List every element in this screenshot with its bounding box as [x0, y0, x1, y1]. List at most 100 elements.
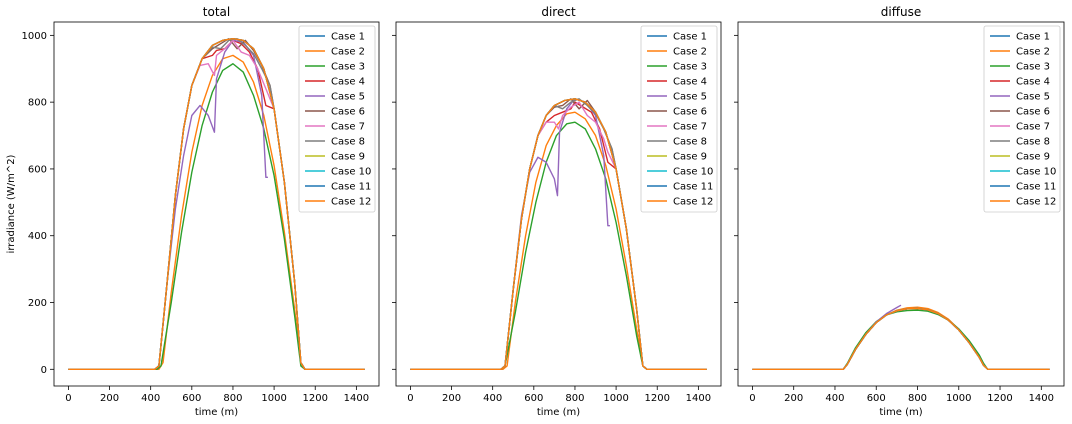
series-line-case-2 [410, 111, 707, 370]
series-line-case-1 [752, 307, 1050, 370]
legend-entry: Case 6 [673, 107, 707, 118]
x-tick-label: 1000 [603, 393, 628, 404]
y-tick-label: 800 [28, 98, 47, 109]
legend-entry: Case 12 [1016, 197, 1056, 208]
series-line-case-12 [68, 38, 365, 370]
y-tick-label: 1000 [22, 31, 47, 42]
series-line-case-9 [752, 307, 1050, 370]
panel-title: direct [541, 5, 576, 19]
axes-frame [395, 21, 722, 387]
x-axis-label: time (m) [879, 407, 922, 418]
legend-entry: Case 4 [331, 77, 365, 88]
series-line-case-2 [68, 54, 365, 370]
legend-entry: Case 5 [331, 92, 365, 103]
legend-entry: Case 7 [673, 122, 707, 133]
legend: Case 1 Case 2 Case 3 Case 4 Case 5 Case 6 Case… [640, 25, 718, 213]
x-tick-label: 800 [223, 393, 242, 404]
x-tick-label: 0 [749, 393, 755, 404]
x-axis-label: time (m) [195, 407, 238, 418]
series-line-case-5 [410, 98, 610, 370]
x-tick-label: 200 [442, 393, 461, 404]
legend-entry: Case 3 [673, 62, 707, 73]
legend-entry: Case 4 [673, 77, 707, 88]
legend-entry: Case 4 [1016, 77, 1050, 88]
x-tick-label: 600 [182, 393, 201, 404]
x-tick-label: 400 [483, 393, 502, 404]
legend-entry: Case 10 [1016, 167, 1056, 178]
x-tick-label: 1400 [1029, 393, 1054, 404]
legend-entry: Case 9 [331, 152, 365, 163]
series-line-case-5 [752, 304, 902, 370]
panel-title: total [203, 5, 230, 19]
x-tick-label: 1400 [344, 393, 369, 404]
y-tick-label: 200 [28, 298, 47, 309]
legend-entry: Case 5 [1016, 92, 1050, 103]
x-tick-label: 200 [784, 393, 803, 404]
legend-entry: Case 2 [331, 47, 365, 58]
y-tick-label: 0 [41, 365, 47, 376]
legend-entry: Case 9 [673, 152, 707, 163]
legend-entry: Case 9 [1016, 152, 1050, 163]
x-tick-label: 1000 [946, 393, 971, 404]
axes-frame [737, 21, 1065, 387]
x-tick-label: 400 [825, 393, 844, 404]
x-tick-label: 1200 [303, 393, 328, 404]
x-tick-label: 0 [65, 393, 71, 404]
series-line-case-8 [752, 307, 1050, 370]
legend-entry: Case 8 [1016, 137, 1050, 148]
panel-title: diffuse [881, 5, 921, 19]
series-line-case-10 [752, 307, 1050, 370]
legend-entry: Case 11 [331, 182, 371, 193]
panel-direct: direct 0 200 400 600 800 1000 1200 1400 time (m) C… [392, 5, 722, 418]
x-tick-label: 200 [100, 393, 119, 404]
x-tick-label: 1200 [645, 393, 670, 404]
series-line-case-3 [752, 309, 1050, 370]
x-tick-label: 600 [867, 393, 886, 404]
legend-entry: Case 2 [673, 47, 707, 58]
series-line-case-12 [752, 307, 1050, 370]
axes-frame [53, 21, 380, 387]
legend-entry: Case 10 [331, 167, 371, 178]
legend-box [298, 25, 376, 213]
y-tick-label: 600 [28, 164, 47, 175]
series-line-case-4 [752, 307, 1050, 370]
legend-entry: Case 2 [1016, 47, 1050, 58]
x-tick-label: 1000 [261, 393, 286, 404]
x-tick-label: 0 [407, 393, 413, 404]
legend-entry: Case 12 [673, 197, 713, 208]
series-line-case-7 [752, 307, 1050, 370]
legend-box [983, 25, 1061, 213]
legend-entry: Case 3 [1016, 62, 1050, 73]
y-tick-label: 400 [28, 231, 47, 242]
legend: Case 1 Case 2 Case 3 Case 4 Case 5 Case 6 Case… [298, 25, 376, 213]
series-line-case-11 [752, 307, 1050, 370]
legend-entry: Case 1 [331, 32, 365, 43]
legend: Case 1 Case 2 Case 3 Case 4 Case 5 Case 6 Case… [983, 25, 1061, 213]
x-axis-label: time (m) [537, 407, 580, 418]
legend-box [640, 25, 718, 213]
series-line-case-3 [68, 63, 365, 370]
legend-entry: Case 8 [673, 137, 707, 148]
series-line-case-6 [752, 307, 1050, 370]
legend-entry: Case 5 [673, 92, 707, 103]
x-tick-label: 400 [141, 393, 160, 404]
legend-entry: Case 7 [1016, 122, 1050, 133]
x-tick-label: 800 [565, 393, 584, 404]
panel-diffuse: diffuse 0 200 400 600 800 1000 1200 1400 time (m)… [734, 5, 1065, 418]
series-line-case-2 [752, 306, 1050, 370]
series-line-case-12 [410, 98, 707, 370]
legend-entry: Case 1 [1016, 32, 1050, 43]
x-tick-label: 1400 [686, 393, 711, 404]
legend-entry: Case 3 [331, 62, 365, 73]
legend-entry: Case 10 [673, 167, 713, 178]
legend-entry: Case 6 [1016, 107, 1050, 118]
series-line-case-3 [410, 121, 707, 370]
x-tick-label: 800 [908, 393, 927, 404]
x-tick-label: 600 [524, 393, 543, 404]
legend-entry: Case 12 [331, 197, 371, 208]
legend-entry: Case 11 [673, 182, 713, 193]
legend-entry: Case 8 [331, 137, 365, 148]
legend-entry: Case 11 [1016, 182, 1056, 193]
legend-entry: Case 1 [673, 32, 707, 43]
